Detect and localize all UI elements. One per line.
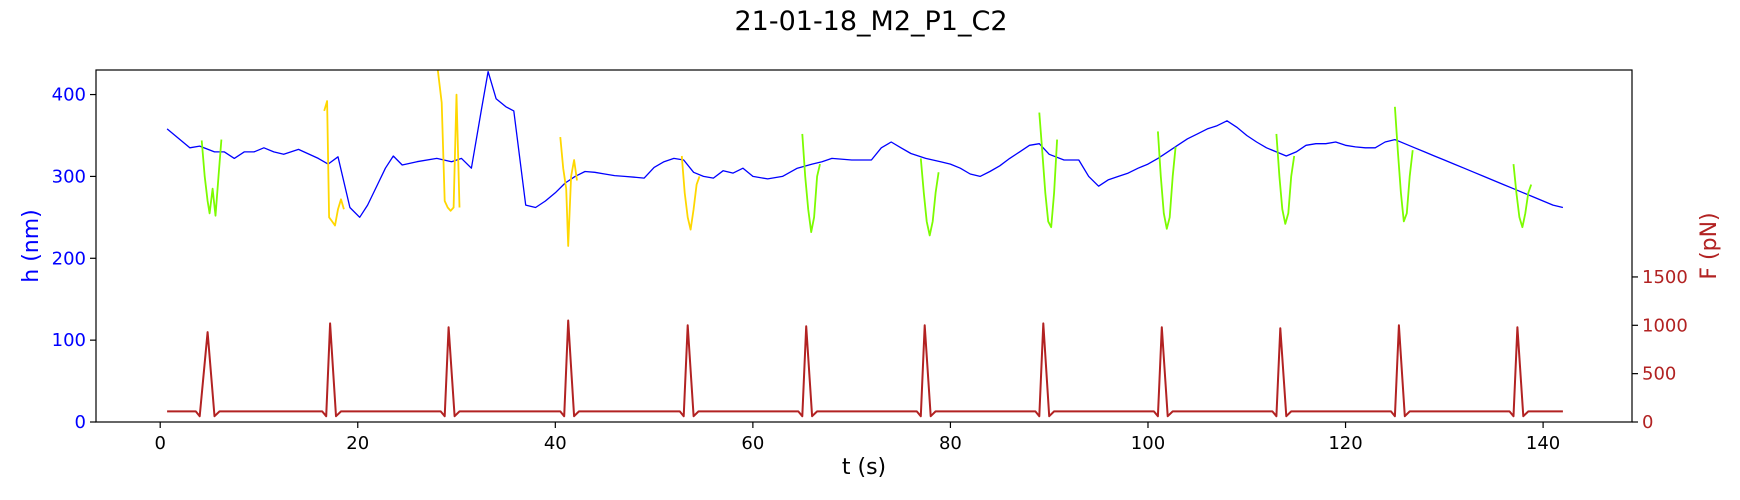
x-tick-label: 100 — [1131, 433, 1165, 454]
height-series-line-12 — [1512, 164, 1533, 229]
y-left-tick-label: 0 — [75, 412, 86, 433]
x-tick-label: 20 — [346, 433, 369, 454]
y-left-tick-label: 100 — [52, 330, 86, 351]
height-series-line-6 — [801, 133, 821, 233]
x-tick-label: 60 — [741, 433, 764, 454]
x-tick-label: 0 — [154, 433, 165, 454]
force-series-line-13 — [167, 319, 1563, 418]
height-series-line-2 — [323, 100, 345, 227]
height-series-line-11 — [1394, 106, 1414, 223]
x-tick-label: 140 — [1526, 433, 1560, 454]
y-left-axis-title: h (nm) — [19, 209, 44, 282]
x-tick-label: 80 — [939, 433, 962, 454]
plot-frame — [95, 69, 1633, 423]
height-series-line-8 — [1038, 112, 1058, 229]
y-right-tick-label: 1000 — [1642, 315, 1688, 336]
height-series-line-3 — [436, 70, 461, 212]
height-series-line-7 — [919, 158, 940, 237]
y-right-tick-label: 500 — [1642, 364, 1676, 385]
y-left-tick-label: 200 — [52, 248, 86, 269]
chart-title: 21-01-18_M2_P1_C2 — [734, 6, 1007, 37]
y-left-tick-label: 300 — [52, 166, 86, 187]
height-series-line-9 — [1157, 131, 1177, 230]
y-right-axis-title: F (pN) — [1697, 212, 1722, 279]
axis-layer: 0 20 40 60 80 100 120 140 0 100 200 300 400 0 500 1000 1… — [52, 85, 1688, 454]
x-axis-title: t (s) — [842, 455, 886, 480]
y-right-tick-label: 0 — [1642, 412, 1653, 433]
height-series-line-4 — [559, 137, 578, 247]
series-layer — [166, 70, 1564, 418]
height-series-line-5 — [680, 155, 701, 231]
x-tick-label: 40 — [544, 433, 567, 454]
y-right-tick-label: 1500 — [1642, 267, 1688, 288]
height-series-line-1 — [200, 139, 223, 217]
height-series-line-0 — [166, 70, 1564, 218]
x-tick-label: 120 — [1328, 433, 1362, 454]
height-series-line-10 — [1275, 133, 1296, 225]
y-left-tick-label: 400 — [52, 85, 86, 106]
